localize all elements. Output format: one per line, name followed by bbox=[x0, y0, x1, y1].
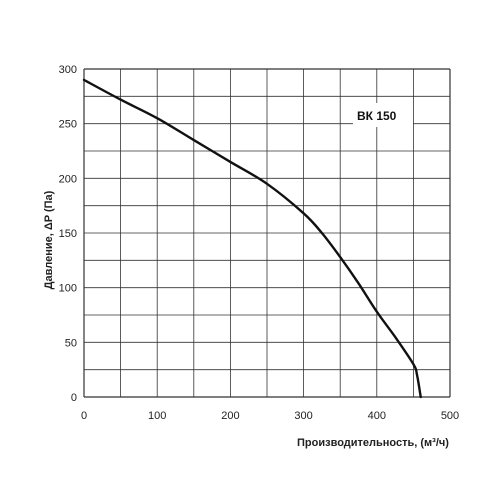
x-tick-label: 100 bbox=[148, 410, 166, 422]
y-axis-title: Давление, ΔP (Па) bbox=[43, 190, 55, 289]
x-tick-label: 500 bbox=[441, 410, 459, 422]
y-tick-label: 300 bbox=[59, 64, 77, 76]
y-tick-label: 250 bbox=[59, 119, 77, 131]
x-tick-label: 400 bbox=[368, 410, 386, 422]
series-line bbox=[82, 78, 422, 399]
x-axis-title: Производительность, (м³/ч) bbox=[297, 437, 449, 449]
x-tick-label: 200 bbox=[221, 410, 239, 422]
x-tick-label: 0 bbox=[81, 410, 87, 422]
y-tick-label: 0 bbox=[71, 392, 77, 404]
y-tick-label: 200 bbox=[59, 173, 77, 185]
series-label-box bbox=[353, 103, 413, 127]
y-tick-label: 100 bbox=[59, 283, 77, 295]
series-label: ВК 150 bbox=[357, 109, 397, 123]
y-tick-label: 50 bbox=[65, 337, 77, 349]
x-tick-label: 300 bbox=[294, 410, 312, 422]
tick-labels: 0 100 200 300 400 500 0 50 100 150 200 250 300 bbox=[59, 64, 460, 422]
series bbox=[82, 78, 422, 399]
y-tick-label: 150 bbox=[59, 228, 77, 240]
